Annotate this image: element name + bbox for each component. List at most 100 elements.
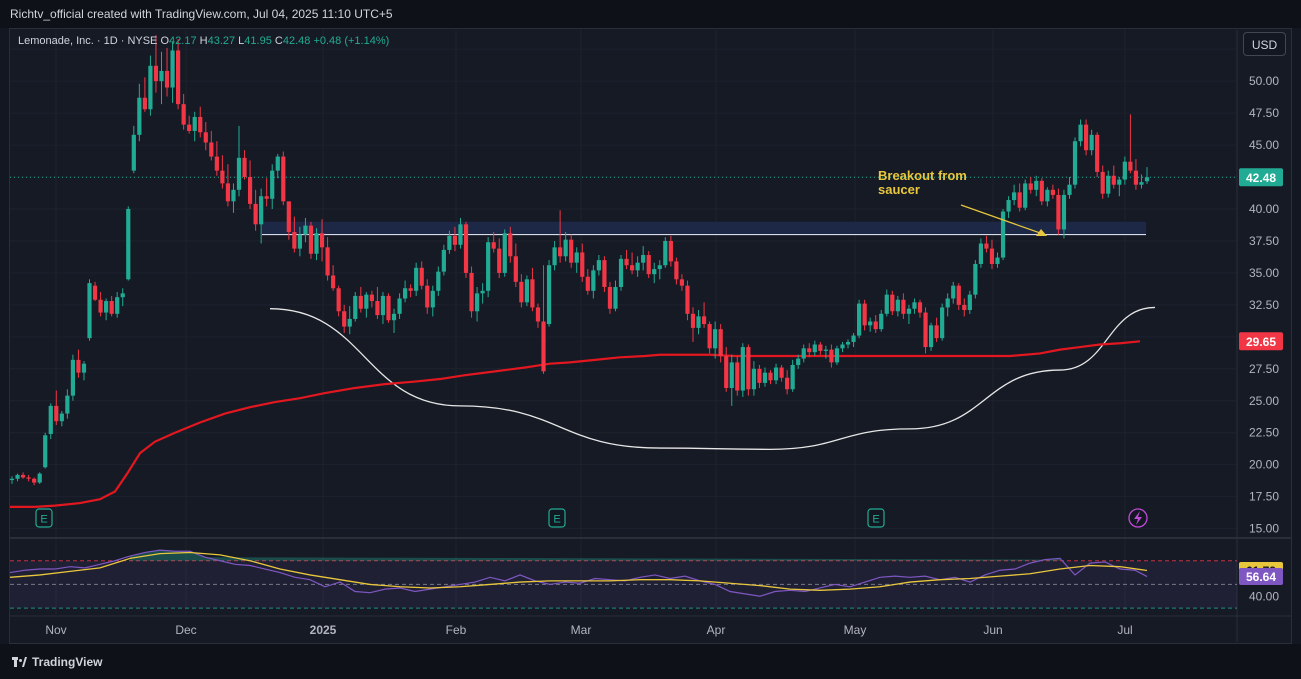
candle [131,125,136,174]
candle [120,288,125,307]
candle-body [1039,180,1044,202]
candle-body [1023,183,1028,208]
candle [164,47,170,97]
candle-body [718,329,723,357]
tradingview-logo[interactable]: TradingView [12,655,102,669]
candle-body [87,283,92,339]
candle [20,472,26,479]
candle-body [851,335,856,342]
price-tick-label: 32.50 [1249,298,1279,312]
candle-body [591,270,596,291]
candle-body [264,196,269,199]
candle [259,188,264,244]
time-tick-label: May [844,623,867,637]
candle [70,354,76,401]
candle [391,308,397,333]
candle [956,283,961,310]
candle [1089,129,1094,156]
candle [779,364,784,382]
candle [1050,184,1055,199]
candle-body [452,235,458,245]
candle [170,41,175,103]
candle [486,237,491,298]
candle [607,281,613,314]
candle-body [458,224,463,245]
candle-body [1122,161,1127,180]
candle-body [270,170,275,199]
candle [397,293,402,319]
candle-body [668,240,673,262]
candle [441,244,446,276]
candle-body [646,255,651,275]
candle-body [48,405,53,434]
candle [15,473,20,482]
candle-body [59,413,64,422]
annotation-line-2: saucer [878,182,920,197]
price-tick-label: 15.00 [1249,522,1279,536]
candle-body [530,279,535,308]
candle-body [607,286,613,309]
candle [812,340,817,357]
candle [629,252,635,275]
candle [530,267,535,312]
candle [209,131,214,161]
candle-body [297,234,303,249]
candle [59,410,64,427]
candle [685,280,690,321]
candle-body [862,303,867,326]
candle-body [43,435,48,468]
candle [635,256,640,277]
candle-body [1061,194,1067,230]
candle [657,260,662,280]
earnings-marker-label: E [40,514,47,526]
candle-body [37,473,42,483]
candle [126,206,131,281]
time-tick-label: Feb [446,623,467,637]
candle-body [563,239,568,257]
candle [740,343,745,397]
candle-body [159,70,164,82]
candle [696,309,701,335]
candle-body [585,276,590,291]
candle [502,229,507,277]
breakout-arrow-head [1036,229,1047,236]
candle [225,164,231,207]
rsi-overbought-fill [130,550,1060,561]
candle-body [796,358,801,365]
candle [1100,165,1105,199]
candle-body [342,311,347,327]
candle [895,295,900,317]
candle [524,275,530,307]
candle [331,265,336,291]
price-axis: 52.5050.0047.5045.0042.5040.0037.5035.00… [1249,42,1279,535]
candle [508,226,513,263]
candle [513,243,518,287]
saucer-curve [269,306,1156,450]
candle [596,255,601,276]
candle-body [962,304,967,310]
candle-body [474,293,480,312]
candle [652,262,657,284]
candle [308,221,314,259]
candle-body [1067,184,1072,195]
candle [641,246,646,271]
candle [879,309,884,332]
time-tick-label: Nov [45,623,66,637]
candle [934,317,939,342]
candle [1017,183,1022,212]
candle [984,235,989,253]
candle-body [325,247,330,276]
candle [1078,119,1083,147]
rsi-ma-line [9,551,1148,591]
candle [231,183,236,213]
rsi-tick-label: 40.00 [1249,589,1279,603]
currency-button[interactable]: USD [1243,32,1286,56]
candle [973,260,978,299]
candle-body [419,267,424,286]
candle-body [115,297,120,314]
candle [818,341,823,355]
candle-body [275,156,280,171]
candle [757,364,762,388]
price-tick-label: 50.00 [1249,74,1279,88]
